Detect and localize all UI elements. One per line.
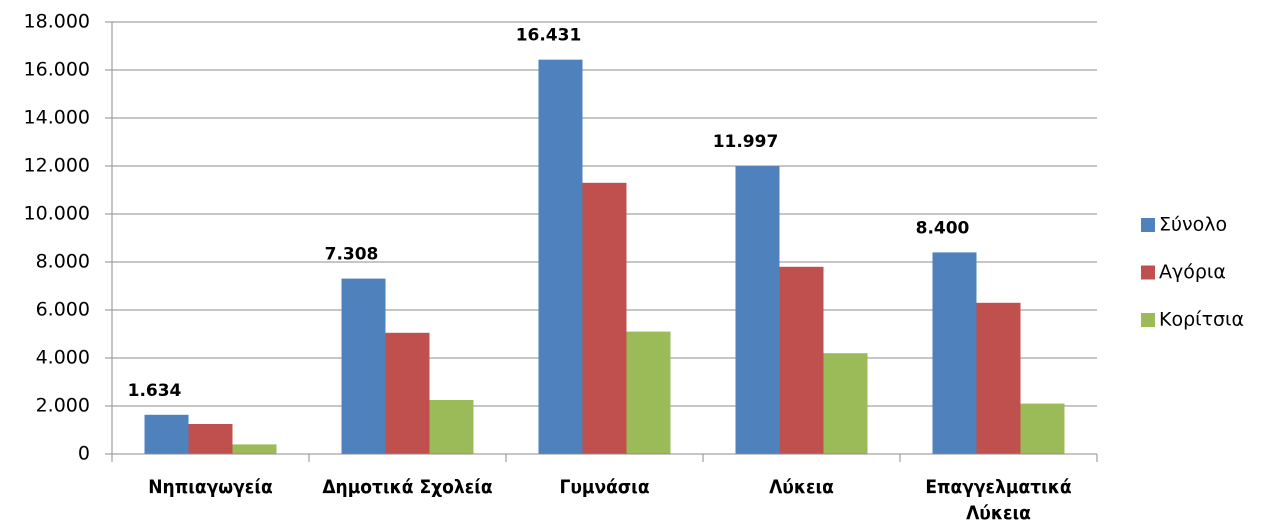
y-tick-label: 0 bbox=[78, 443, 90, 465]
bar bbox=[341, 278, 386, 454]
legend-label: Κορίτσια bbox=[1159, 309, 1244, 331]
data-label: 11.997 bbox=[713, 132, 779, 152]
data-label: 8.400 bbox=[916, 218, 970, 238]
bar bbox=[188, 424, 233, 454]
y-tick-label: 8.000 bbox=[36, 251, 90, 273]
legend-swatch bbox=[1141, 313, 1155, 327]
bar bbox=[1020, 403, 1065, 454]
data-label: 1.634 bbox=[128, 381, 182, 401]
x-tick-label: Δημοτικά Σχολεία bbox=[322, 476, 493, 498]
y-tick-label: 14.000 bbox=[24, 107, 90, 129]
bar bbox=[144, 414, 189, 454]
y-tick-label: 4.000 bbox=[36, 347, 90, 369]
y-tick-label: 6.000 bbox=[36, 299, 90, 321]
legend-label: Αγόρια bbox=[1159, 261, 1226, 283]
y-tick-label: 2.000 bbox=[36, 395, 90, 417]
y-tick-label: 18.000 bbox=[24, 11, 90, 33]
bar bbox=[932, 252, 977, 454]
legend-swatch bbox=[1141, 218, 1155, 232]
x-tick-label: Επαγγελματικά Λύκεια bbox=[925, 476, 1072, 524]
bar bbox=[232, 444, 277, 454]
y-tick-label: 12.000 bbox=[24, 155, 90, 177]
legend-swatch bbox=[1141, 265, 1155, 280]
x-tick-label: Λύκεια bbox=[769, 476, 834, 498]
bar bbox=[429, 400, 474, 454]
bar bbox=[735, 166, 780, 454]
bar bbox=[582, 182, 627, 455]
y-tick-label: 16.000 bbox=[24, 59, 90, 81]
legend-label: Σύνολο bbox=[1159, 214, 1227, 236]
bar bbox=[976, 302, 1021, 454]
bar bbox=[538, 59, 583, 454]
data-label: 16.431 bbox=[516, 26, 582, 46]
bar bbox=[823, 353, 868, 454]
x-tick-label: Νηπιαγωγεία bbox=[148, 476, 273, 498]
y-tick-label: 10.000 bbox=[24, 203, 90, 225]
bar bbox=[626, 331, 671, 454]
bar bbox=[779, 266, 824, 454]
bar bbox=[385, 332, 430, 454]
data-label: 7.308 bbox=[325, 245, 379, 265]
x-tick-label: Γυμνάσια bbox=[559, 476, 650, 498]
